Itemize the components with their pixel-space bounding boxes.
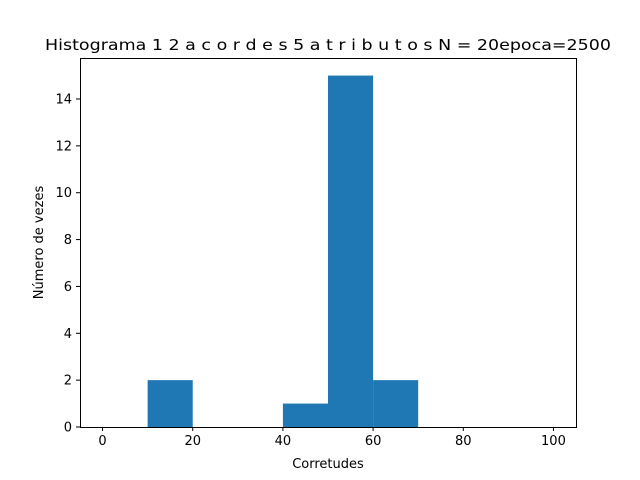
x-tick-label: 60 xyxy=(365,434,382,449)
histogram-bar-3 xyxy=(373,380,419,427)
y-tick-label: 8 xyxy=(64,233,72,248)
y-tick-label: 0 xyxy=(64,421,72,436)
chart-title: Histograma 1 2 a c o r d e s 5 a t r i b… xyxy=(45,36,611,54)
x-axis-label: Corretudes xyxy=(292,457,364,472)
y-tick-label: 2 xyxy=(64,374,72,389)
x-tick-label: 20 xyxy=(184,434,201,449)
x-tick-label: 80 xyxy=(455,434,472,449)
y-axis-label: Número de vezes xyxy=(32,186,47,300)
histogram-bars xyxy=(147,75,419,428)
histogram-bar-2 xyxy=(328,75,374,428)
x-tick-label: 40 xyxy=(275,434,292,449)
x-axis-ticks: 0 20 40 60 80 100 xyxy=(98,427,566,449)
y-tick-label: 6 xyxy=(64,280,72,295)
y-tick-label: 4 xyxy=(64,327,72,342)
histogram-bar-0 xyxy=(147,380,193,427)
histogram-bar-1 xyxy=(282,403,328,427)
x-tick-label: 100 xyxy=(541,434,566,449)
x-tick-label: 0 xyxy=(98,434,106,449)
y-axis-ticks: 0 2 4 6 8 10 12 14 xyxy=(55,93,80,436)
y-tick-label: 10 xyxy=(55,186,72,201)
plot-frame xyxy=(80,58,577,428)
y-tick-label: 14 xyxy=(55,93,72,108)
y-tick-label: 12 xyxy=(55,139,72,154)
